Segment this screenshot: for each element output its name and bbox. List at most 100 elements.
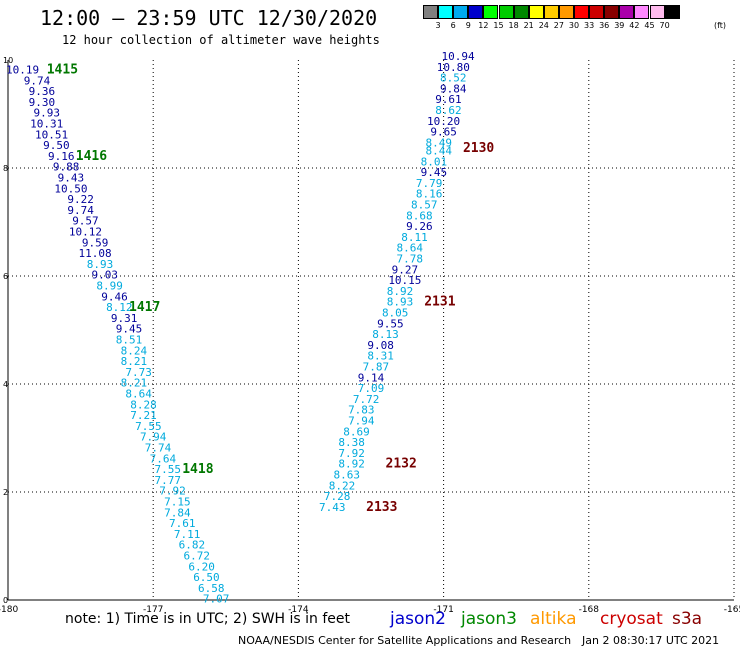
wave-height-label: 9.84 (440, 82, 467, 95)
wave-height-label: 7.92 (338, 447, 365, 460)
wave-height-label: 7.28 (324, 490, 351, 503)
wave-height-label: 9.59 (82, 236, 109, 249)
color-scale-label: 18 (508, 21, 519, 30)
wave-height-label: 7.72 (353, 393, 380, 406)
wave-height-label: 8.93 (387, 296, 414, 309)
time-label: 2131 (424, 295, 455, 310)
wave-height-label: 9.22 (67, 193, 94, 206)
color-scale-swatch (604, 5, 620, 19)
satellite-legend-jason2: jason2 (390, 609, 446, 629)
color-scale-label: 36 (599, 21, 610, 30)
wave-height-label: 8.12 (106, 301, 133, 314)
wave-height-label: 8.22 (329, 479, 356, 492)
color-scale-label: 24 (538, 21, 549, 30)
footer-note: note: 1) Time is in UTC; 2) SWH is in fe… (65, 611, 351, 627)
wave-height-label: 10.31 (30, 118, 63, 131)
wave-height-label: 7.87 (363, 361, 390, 374)
wave-height-label: 7.64 (150, 452, 177, 465)
wave-height-label: 8.05 (382, 307, 409, 320)
wave-height-label: 6.72 (184, 550, 211, 563)
wave-height-label: 9.27 (392, 263, 419, 276)
color-scale-label: 30 (568, 21, 580, 30)
wave-height-label: 8.44 (426, 145, 453, 158)
y-tick-label: 10 (3, 56, 13, 65)
wave-height-label: 10.15 (388, 274, 421, 287)
color-scale-swatch (634, 5, 650, 19)
page-title: 12:00 – 23:59 UTC 12/30/2020 (40, 6, 378, 30)
wave-height-label: 9.16 (48, 150, 75, 163)
wave-height-label: 8.99 (96, 280, 123, 293)
satellite-legend-cryosat: cryosat (600, 609, 663, 629)
wave-height-label: 8.64 (396, 242, 423, 255)
wave-height-label: 7.15 (164, 496, 191, 509)
wave-height-label: 8.64 (125, 388, 152, 401)
color-scale-label: 6 (450, 21, 456, 30)
wave-height-label: 7.77 (154, 474, 181, 487)
color-scale-swatch (513, 5, 529, 19)
color-scale-label: 15 (493, 21, 504, 30)
wave-height-label: 10.94 (442, 50, 475, 63)
wave-height-label: 7.73 (125, 366, 152, 379)
wave-height-label: 11.08 (79, 247, 112, 260)
wave-height-label: 6.82 (179, 539, 206, 552)
x-tick-label: -171 (433, 605, 453, 615)
wave-height-label: 10.19 (6, 64, 39, 77)
wave-height-label: 9.31 (111, 312, 138, 325)
wave-height-label: 7.79 (416, 177, 443, 190)
footer-credit: NOAA/NESDIS Center for Satellite Applica… (238, 634, 572, 647)
wave-height-label: 9.50 (43, 139, 70, 152)
wave-height-label: 8.92 (387, 285, 414, 298)
wave-height-label: 10.20 (427, 115, 460, 128)
satellite-legend-jason3: jason3 (461, 609, 517, 629)
wave-height-label: 6.58 (198, 582, 225, 595)
wave-height-label: 9.30 (29, 96, 56, 109)
color-scale-swatch (528, 5, 544, 19)
wave-height-label: 8.93 (87, 258, 114, 271)
wave-height-label: 9.03 (92, 269, 119, 282)
color-scale-unit: (ft) (714, 21, 727, 30)
wave-height-label: 9.45 (116, 323, 143, 336)
satellite-legend-s3a: s3a (672, 609, 703, 629)
wave-height-label: 8.21 (121, 355, 148, 368)
wave-height-label: 9.57 (72, 215, 99, 228)
wave-height-label: 7.11 (174, 528, 201, 541)
wave-height-label: 9.26 (406, 220, 433, 233)
time-label: 2132 (386, 457, 417, 472)
wave-height-label: 7.83 (348, 404, 375, 417)
color-scale-label: 9 (465, 21, 471, 30)
wave-height-label: 8.28 (130, 398, 157, 411)
color-scale-label: 42 (629, 21, 640, 30)
wave-height-label: 10.12 (69, 226, 102, 239)
page-subtitle: 12 hour collection of altimeter wave hei… (62, 33, 380, 47)
y-tick-label: 6 (3, 272, 8, 281)
wave-height-label: 8.24 (121, 344, 148, 357)
wave-height-label: 9.36 (29, 85, 56, 98)
wave-height-label: 9.43 (58, 172, 85, 185)
wave-height-label: 8.57 (411, 199, 438, 212)
wave-height-label: 7.07 (203, 593, 230, 606)
color-scale-swatch (438, 5, 454, 19)
y-tick-label: 2 (3, 488, 8, 497)
satellite-legend-altika: altika (530, 609, 577, 629)
color-scale-label: 45 (644, 21, 655, 30)
wave-height-label: 7.09 (358, 382, 385, 395)
color-scale-swatch (649, 5, 665, 19)
wave-height-label: 8.69 (343, 425, 370, 438)
color-scale-swatch (619, 5, 635, 19)
wave-height-label: 7.21 (130, 409, 157, 422)
color-scale-label: 3 (435, 21, 441, 30)
wave-height-label: 7.61 (169, 517, 196, 530)
wave-height-label: 8.11 (401, 231, 428, 244)
wave-height-label: 8.38 (338, 436, 365, 449)
wave-height-label: 6.20 (188, 560, 215, 573)
wave-height-label: 10.51 (35, 128, 68, 141)
time-label: 1415 (47, 63, 78, 78)
color-scale-label: 12 (478, 21, 489, 30)
wave-height-label: 9.08 (367, 339, 394, 352)
color-scale-label: 39 (614, 21, 625, 30)
grid-lines (8, 60, 735, 600)
color-scale-label: 21 (523, 21, 534, 30)
wave-height-label: 9.88 (53, 161, 80, 174)
color-scale-label: 33 (584, 21, 595, 30)
